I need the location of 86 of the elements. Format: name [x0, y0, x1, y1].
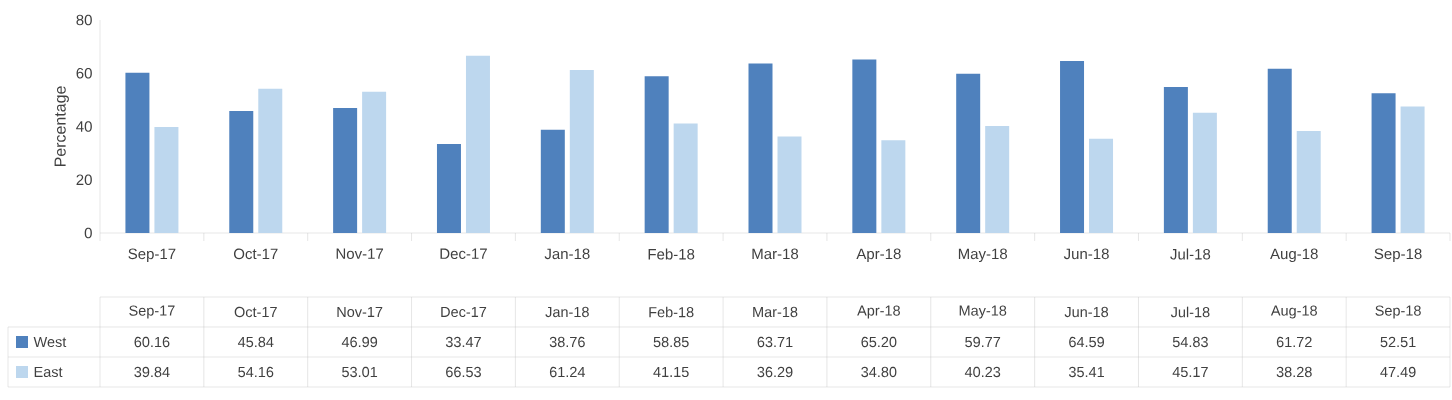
category-label: Dec-17 — [441, 306, 487, 318]
bar — [644, 76, 669, 233]
x-tick-label: Oct-17 — [233, 248, 278, 260]
bar — [1163, 87, 1188, 233]
data-label: 63.71 — [757, 336, 793, 348]
category-label: Nov-17 — [337, 306, 383, 318]
data-label: 66.53 — [446, 366, 481, 378]
data-label: 33.47 — [445, 336, 481, 348]
y-tick-label: 40 — [76, 121, 92, 132]
category-label: Mar-18 — [753, 306, 798, 318]
bar — [956, 73, 981, 233]
category-label: Sep-18 — [1375, 305, 1421, 319]
bar — [1400, 106, 1425, 233]
data-label: 64.59 — [1069, 336, 1105, 348]
legend-label: West — [33, 336, 67, 348]
bar — [333, 107, 358, 233]
bar — [465, 55, 490, 233]
bar — [540, 129, 565, 233]
x-tick-label: May-18 — [958, 248, 1008, 263]
bar — [154, 126, 179, 233]
data-label: 60.16 — [134, 336, 170, 348]
data-label: 58.85 — [653, 336, 689, 348]
category-label: Jun-18 — [1064, 306, 1109, 318]
bar — [1060, 61, 1085, 233]
data-label: 36.29 — [757, 366, 793, 378]
data-label: 38.28 — [1276, 366, 1312, 378]
x-tick-label: Feb-18 — [648, 248, 695, 260]
bar — [673, 123, 698, 233]
bar — [777, 136, 802, 233]
data-label: 45.17 — [1172, 366, 1208, 378]
data-label: 53.01 — [342, 366, 378, 378]
x-tick-label: Sep-17 — [128, 248, 176, 263]
data-label: 35.41 — [1068, 366, 1104, 378]
category-label: Apr-18 — [857, 305, 900, 319]
y-tick-label: 80 — [76, 14, 92, 26]
x-tick-label: Dec-17 — [440, 248, 487, 259]
data-label: 40.23 — [964, 366, 1001, 378]
x-tick-label: Jun-18 — [1063, 248, 1109, 260]
data-label: 54.16 — [238, 366, 274, 378]
category-label: Jul-18 — [1170, 306, 1210, 318]
bar — [258, 88, 283, 233]
x-tick-label: Nov-17 — [336, 248, 384, 259]
bar — [229, 110, 254, 233]
y-tick-label: 60 — [76, 67, 92, 79]
bar — [1089, 138, 1114, 233]
legend-label: East — [34, 366, 63, 378]
category-label: Sep-17 — [129, 305, 175, 319]
x-tick-label: Sep-18 — [1374, 248, 1422, 263]
bar — [125, 72, 150, 233]
data-label: 61.24 — [549, 366, 586, 378]
bar — [852, 59, 877, 233]
bar — [1267, 68, 1292, 233]
bar — [1371, 93, 1396, 233]
x-tick-label: Apr-18 — [856, 248, 901, 263]
category-label: Aug-18 — [1270, 305, 1317, 319]
bar — [748, 63, 773, 233]
bar — [1192, 112, 1217, 233]
data-label: 54.83 — [1172, 336, 1208, 348]
data-label: 46.99 — [341, 336, 378, 348]
bar — [362, 91, 387, 233]
data-label: 34.80 — [861, 366, 897, 378]
x-tick-label: Mar-18 — [752, 248, 799, 260]
y-tick-label: 20 — [76, 174, 92, 186]
category-label: Oct-17 — [234, 306, 277, 318]
data-label: 47.49 — [1380, 366, 1416, 378]
x-tick-label: Jul-18 — [1170, 248, 1211, 260]
data-label: 52.51 — [1380, 336, 1416, 348]
data-label: 38.76 — [549, 336, 585, 348]
data-label: 39.84 — [134, 366, 170, 378]
data-label: 65.20 — [861, 336, 897, 348]
data-label: 41.15 — [653, 366, 689, 378]
bar — [569, 69, 594, 233]
data-label: 61.72 — [1276, 336, 1312, 348]
bar — [881, 140, 906, 233]
category-label: May-18 — [959, 305, 1007, 319]
data-label: 59.77 — [965, 336, 1001, 348]
category-label: Jan-18 — [545, 306, 589, 318]
bar — [436, 143, 461, 233]
x-tick-label: Aug-18 — [1270, 248, 1318, 263]
y-tick-label: 0 — [84, 227, 92, 239]
y-axis-title: Percentage — [54, 86, 69, 167]
data-label: 45.84 — [237, 336, 274, 348]
bar — [1296, 131, 1321, 233]
bar — [985, 125, 1010, 233]
category-label: Feb-18 — [649, 306, 694, 318]
x-tick-label: Jan-18 — [544, 248, 590, 260]
